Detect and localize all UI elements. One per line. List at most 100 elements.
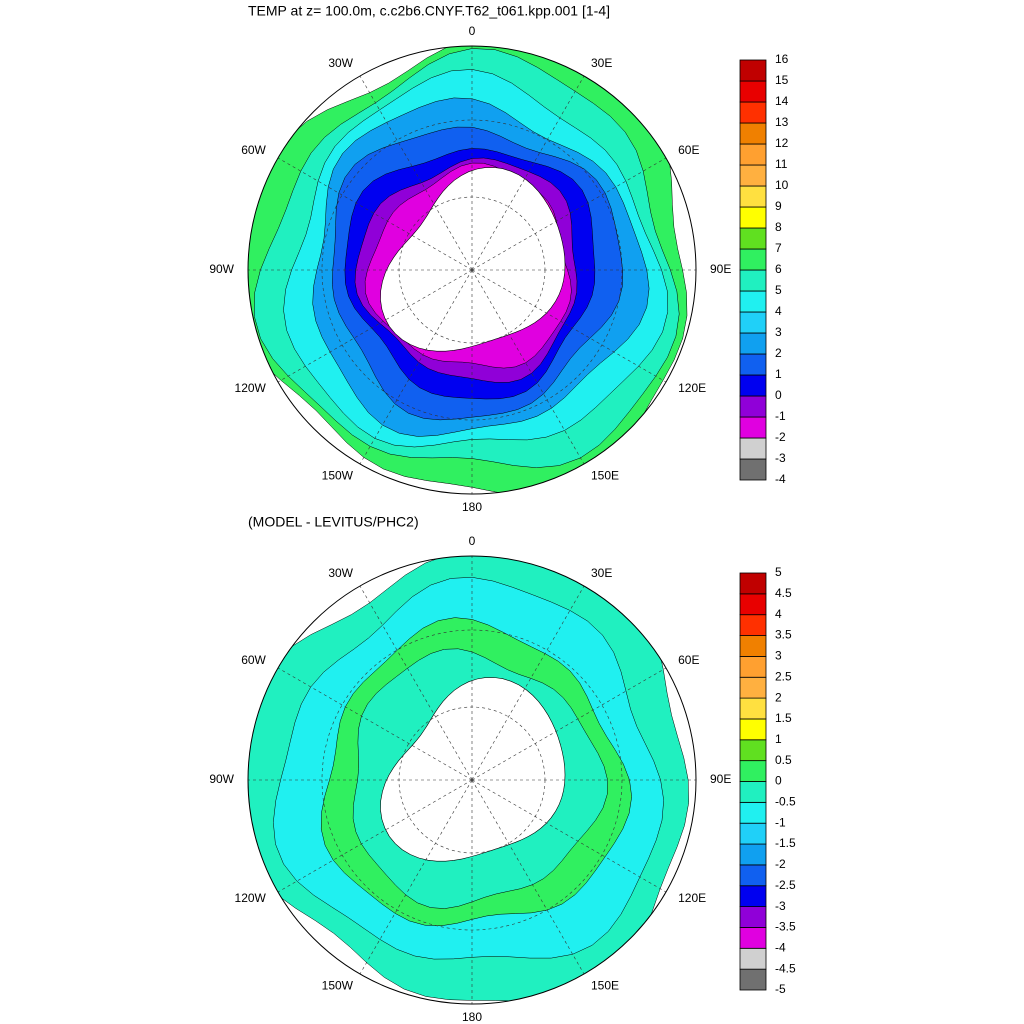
colorbar-box bbox=[739, 572, 767, 595]
colorbar-label: 13 bbox=[775, 115, 789, 129]
colorbar-label: 12 bbox=[775, 136, 789, 150]
lon-label: 30E bbox=[591, 56, 612, 70]
graticule bbox=[277, 667, 473, 781]
colorbar-box bbox=[739, 437, 767, 460]
lon-label: 180 bbox=[462, 500, 482, 514]
map-border bbox=[247, 45, 697, 495]
colorbar-label: 4.5 bbox=[775, 586, 792, 600]
colorbar-label: 7 bbox=[775, 241, 782, 255]
lon-label: 60W bbox=[241, 653, 266, 667]
lon-label: 90W bbox=[209, 262, 234, 276]
colorbar-label: -1.5 bbox=[775, 836, 796, 850]
colorbar-label: 9 bbox=[775, 199, 782, 213]
colorbar-box bbox=[739, 395, 767, 418]
colorbar-box bbox=[739, 290, 767, 313]
colorbar-box bbox=[739, 801, 767, 824]
colorbar-label: -4.5 bbox=[775, 961, 796, 975]
colorbar-box bbox=[739, 697, 767, 720]
lon-label: 120W bbox=[235, 891, 267, 905]
colorbar-label: 1.5 bbox=[775, 711, 792, 725]
colorbar-box bbox=[739, 311, 767, 334]
panel-title: TEMP at z= 100.0m, c.c2b6.CNYF.T62_t061.… bbox=[248, 3, 610, 19]
colorbar-label: 1 bbox=[775, 732, 782, 746]
colorbar-label: 2 bbox=[775, 690, 782, 704]
lon-label: 150E bbox=[591, 978, 619, 992]
graticule bbox=[471, 779, 585, 975]
colorbar-box bbox=[739, 227, 767, 250]
colorbar-label: 0 bbox=[775, 388, 782, 402]
colorbar-label: 14 bbox=[775, 94, 789, 108]
colorbar-box bbox=[739, 947, 767, 970]
colorbar-label: 8 bbox=[775, 220, 782, 234]
colorbar-box bbox=[739, 864, 767, 887]
colorbar-box bbox=[739, 164, 767, 187]
colorbar-label: -3.5 bbox=[775, 920, 796, 934]
lon-label: 90W bbox=[209, 772, 234, 786]
colorbar-box bbox=[739, 760, 767, 782]
lon-label: 0 bbox=[469, 534, 476, 548]
colorbar-box bbox=[739, 739, 767, 762]
colorbar-box bbox=[739, 593, 767, 616]
panel-title: (MODEL - LEVITUS/PHC2) bbox=[248, 514, 419, 530]
colorbar-label: 3.5 bbox=[775, 628, 792, 642]
colorbar-label: 16 bbox=[775, 52, 789, 66]
colorbar-box bbox=[739, 269, 767, 292]
colorbar-label: 5 bbox=[775, 283, 782, 297]
colorbar-box bbox=[739, 927, 767, 949]
colorbar-label: -5 bbox=[775, 982, 786, 996]
colorbar-box bbox=[739, 458, 767, 481]
colorbar-box bbox=[739, 248, 767, 271]
colorbar-label: -0.5 bbox=[775, 795, 796, 809]
colorbar-label: 0.5 bbox=[775, 753, 792, 767]
colorbar-box bbox=[739, 59, 767, 82]
colorbar-box bbox=[739, 781, 767, 803]
lon-label: 150E bbox=[591, 468, 619, 482]
graticule bbox=[359, 269, 473, 465]
colorbar-label: 3 bbox=[775, 649, 782, 663]
graticule bbox=[277, 779, 473, 893]
graticule bbox=[277, 269, 473, 383]
colorbar-label: 11 bbox=[775, 157, 788, 171]
colorbar-label: 2.5 bbox=[775, 669, 792, 683]
colorbar-box bbox=[739, 676, 767, 699]
antarctica bbox=[380, 677, 566, 862]
colorbar-label: -4 bbox=[775, 940, 786, 954]
colorbar-box bbox=[739, 968, 767, 991]
lon-label: 30W bbox=[328, 566, 353, 580]
graticule bbox=[277, 157, 473, 271]
colorbar-box bbox=[739, 122, 767, 145]
lon-label: 90E bbox=[710, 772, 731, 786]
colorbar-label: 10 bbox=[775, 178, 789, 192]
colorbar-label: 3 bbox=[775, 325, 782, 339]
colorbar-box bbox=[739, 206, 767, 229]
colorbar-label: -3 bbox=[775, 451, 786, 465]
colorbar-label: -4 bbox=[775, 472, 786, 486]
colorbar-label: -2.5 bbox=[775, 878, 796, 892]
lon-label: 60E bbox=[678, 143, 699, 157]
graticule bbox=[359, 585, 473, 781]
lon-label: 60E bbox=[678, 653, 699, 667]
colorbar-label: 4 bbox=[775, 607, 782, 621]
colorbar-box bbox=[739, 635, 767, 657]
map bbox=[248, 46, 696, 494]
graticule bbox=[471, 779, 667, 893]
antarctica bbox=[380, 167, 566, 352]
graticule bbox=[471, 585, 585, 781]
lon-label: 120E bbox=[678, 891, 706, 905]
lon-label: 150W bbox=[322, 468, 354, 482]
colorbar-box bbox=[739, 374, 767, 397]
graticule bbox=[471, 157, 667, 271]
map-border bbox=[247, 555, 697, 1005]
colorbar-box bbox=[739, 101, 767, 124]
graticule bbox=[471, 269, 585, 465]
graticule bbox=[471, 269, 667, 383]
colorbar-box bbox=[739, 656, 767, 678]
colorbar-box bbox=[739, 614, 767, 636]
graticule bbox=[359, 779, 473, 975]
lon-label: 150W bbox=[322, 978, 354, 992]
lon-label: 120E bbox=[678, 381, 706, 395]
colorbar-label: 2 bbox=[775, 346, 782, 360]
lon-label: 60W bbox=[241, 143, 266, 157]
colorbar-label: 15 bbox=[775, 73, 789, 87]
